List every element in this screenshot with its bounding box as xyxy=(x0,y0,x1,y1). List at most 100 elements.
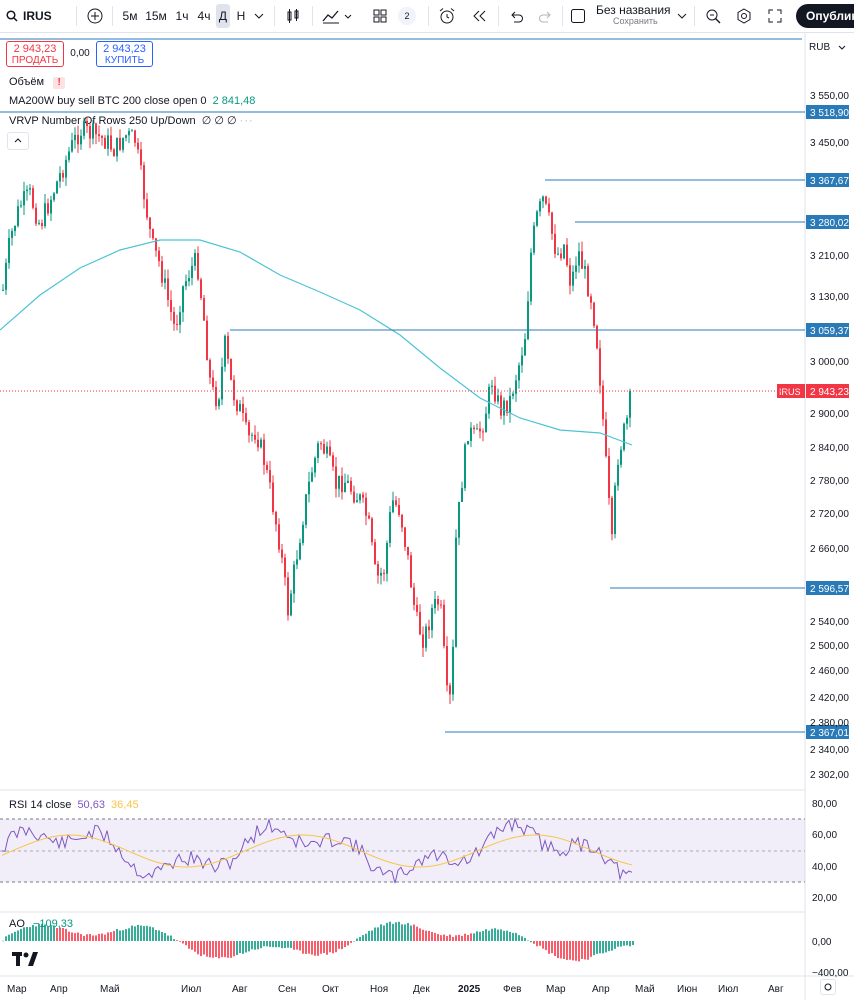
ma-legend[interactable]: MA200W buy sell BTC 200 close open 0 2 8… xyxy=(9,95,255,107)
candle-body xyxy=(194,252,196,266)
ao-bar xyxy=(425,930,427,941)
time-tick-label: Ноя xyxy=(370,984,388,995)
interval-1h[interactable]: 1ч xyxy=(175,9,189,23)
price-chart[interactable]: 3 518,90 3 367,67 3 280,02 3 059,37 2 596,57… xyxy=(0,33,854,1000)
candle-body xyxy=(473,427,475,430)
time-axis[interactable]: Мар Апр Май Июл Авг Сен Окт Ноя Дек 2025 Фев Мар Апр… xyxy=(7,984,784,995)
candle-body xyxy=(557,253,559,255)
price-tick-label: 2 900,00 xyxy=(810,409,849,420)
ao-bar xyxy=(50,925,52,941)
settings-button[interactable] xyxy=(733,0,755,32)
candle-body xyxy=(266,464,268,471)
layout-window-icon-button[interactable] xyxy=(568,0,588,32)
candle-body xyxy=(239,403,241,412)
ao-bar xyxy=(353,941,355,942)
candle-body xyxy=(95,123,97,135)
tradingview-logo[interactable] xyxy=(12,952,38,969)
ao-bar xyxy=(29,927,31,941)
ao-bar xyxy=(206,941,208,957)
buy-button[interactable]: 2 943,23 КУПИТЬ xyxy=(96,41,153,67)
candle-body xyxy=(458,501,460,538)
indicators-button[interactable] xyxy=(320,0,342,32)
ao-bar xyxy=(230,941,232,958)
candle-body xyxy=(305,494,307,525)
rsi-value: 50,63 xyxy=(77,799,105,811)
candle-body xyxy=(260,439,262,448)
chart-type-button[interactable] xyxy=(282,0,304,32)
layouts-count-button[interactable]: 2 xyxy=(397,0,417,32)
ao-bar xyxy=(278,941,280,948)
vrvp-legend[interactable]: VRVP Number Of Rows 250 Up/Down ∅ ∅ ∅ ··… xyxy=(9,114,254,127)
candle-body xyxy=(197,252,199,280)
candle-body xyxy=(62,173,64,178)
interval-week[interactable]: Н xyxy=(236,9,246,23)
time-tick-label: Июл xyxy=(181,984,201,995)
publish-button[interactable]: Опублико xyxy=(796,4,854,28)
interval-day[interactable]: Д xyxy=(216,4,230,28)
undo-button[interactable] xyxy=(505,0,527,32)
candle-body xyxy=(290,593,292,616)
candle-body xyxy=(563,244,565,259)
layout-dropdown[interactable] xyxy=(676,0,688,32)
intervals-dropdown[interactable] xyxy=(252,0,266,32)
axis-settings-button[interactable] xyxy=(820,979,836,995)
interval-4h[interactable]: 4ч xyxy=(197,9,211,23)
ao-bar xyxy=(14,931,16,941)
time-tick-label: Июл xyxy=(718,984,738,995)
ao-bar xyxy=(614,941,616,949)
collapse-legend-button[interactable] xyxy=(7,132,29,150)
price-tick-label: 3 450,00 xyxy=(810,138,849,149)
ao-bar xyxy=(11,933,13,941)
candle-body xyxy=(317,443,319,458)
redo-button[interactable] xyxy=(535,0,557,32)
ao-bar xyxy=(68,931,70,941)
ao-bar xyxy=(44,924,46,941)
candle-body xyxy=(545,196,547,204)
price-tick-label: 2 840,00 xyxy=(810,443,849,454)
ao-bar xyxy=(98,933,100,941)
chevron-up-icon xyxy=(14,138,22,143)
candle-body xyxy=(329,446,331,456)
sell-button[interactable]: 2 943,23 ПРОДАТЬ xyxy=(6,41,64,67)
ao-legend[interactable]: AO −109,33 xyxy=(9,918,73,930)
candle-body xyxy=(527,301,529,340)
replay-button[interactable] xyxy=(468,0,490,32)
buy-price: 2 943,23 xyxy=(103,43,146,55)
ao-bar xyxy=(266,941,268,947)
add-compare-button[interactable] xyxy=(84,0,106,32)
candle-body xyxy=(92,123,94,139)
rsi-legend[interactable]: RSI 14 close 50,63 36,45 xyxy=(9,799,139,811)
level-badge xyxy=(806,215,849,229)
candle-body xyxy=(209,360,211,378)
ao-bar xyxy=(305,941,307,954)
price-axis[interactable]: 3 550,00 3 450,00 3 210,00 3 130,00 3 000,00… xyxy=(810,91,849,781)
layout-button[interactable] xyxy=(370,0,390,32)
indicators-dropdown[interactable] xyxy=(343,0,353,32)
symbol-search[interactable]: IRUS xyxy=(6,0,54,32)
layout-name-button[interactable]: Без названия Сохранить xyxy=(596,0,680,32)
candle-body xyxy=(500,395,502,416)
ao-bar xyxy=(590,941,592,957)
ao-bar xyxy=(341,941,343,950)
ao-bar xyxy=(62,927,64,941)
time-tick-label: Мар xyxy=(7,984,27,995)
ao-bar xyxy=(350,941,352,943)
volume-legend[interactable]: Объём ! xyxy=(9,76,66,89)
ao-bar xyxy=(32,924,34,941)
quick-search-button[interactable] xyxy=(702,0,724,32)
price-tick-label: 3 130,00 xyxy=(810,292,849,303)
ao-bar xyxy=(491,928,493,941)
ao-bar xyxy=(209,941,211,958)
fullscreen-button[interactable] xyxy=(764,0,786,32)
candle-body xyxy=(338,475,340,489)
interval-15m[interactable]: 15м xyxy=(145,9,167,23)
ao-bar xyxy=(347,941,349,946)
ao-bar xyxy=(443,934,445,941)
currency-label[interactable]: RUB xyxy=(809,42,831,53)
alert-button[interactable] xyxy=(436,0,458,32)
candle-body xyxy=(554,233,556,254)
interval-5m[interactable]: 5м xyxy=(122,9,138,23)
candle-body xyxy=(245,413,247,423)
ao-bar xyxy=(197,941,199,955)
ao-bar xyxy=(65,928,67,941)
